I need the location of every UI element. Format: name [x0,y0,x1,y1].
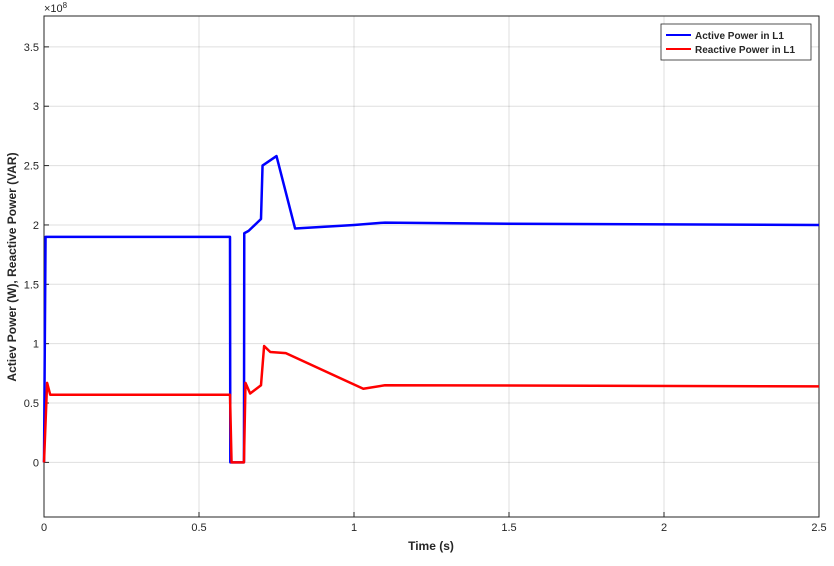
y-scale-base: ×10 [44,3,63,15]
y-tick-label: 3 [33,101,39,113]
y-tick-label: 0.5 [24,398,39,410]
y-scale-exponent: 8 [63,1,68,10]
x-tick-label: 2.5 [811,522,826,534]
legend-box [660,23,812,61]
y-scale-label: ×108 [44,1,68,15]
x-tick-label: 1 [351,522,357,534]
x-tick-label: 0 [41,522,47,534]
x-tick-label: 1.5 [501,522,516,534]
x-axis-label: Time (s) [408,539,454,553]
y-tick-label: 2.5 [24,161,39,173]
axes-box [43,15,820,518]
x-tick-label: 0.5 [191,522,206,534]
y-tick-label: 2 [33,220,39,232]
legend-label: Reactive Power in L1 [695,45,795,56]
y-axis-label: Actiev Power (W), Reactive Power (VAR) [5,152,19,381]
x-tick-label: 2 [661,522,667,534]
series-line [42,154,820,464]
y-tick-label: 1 [33,339,39,351]
legend: Active Power in L1 Reactive Power in L1 [660,23,812,61]
series-line [42,344,820,464]
legend-label: Active Power in L1 [695,31,784,42]
y-tick-label: 0 [33,457,39,469]
y-tick-label: 3.5 [24,42,39,54]
y-tick-label: 1.5 [24,279,39,291]
plot-area [44,16,819,517]
